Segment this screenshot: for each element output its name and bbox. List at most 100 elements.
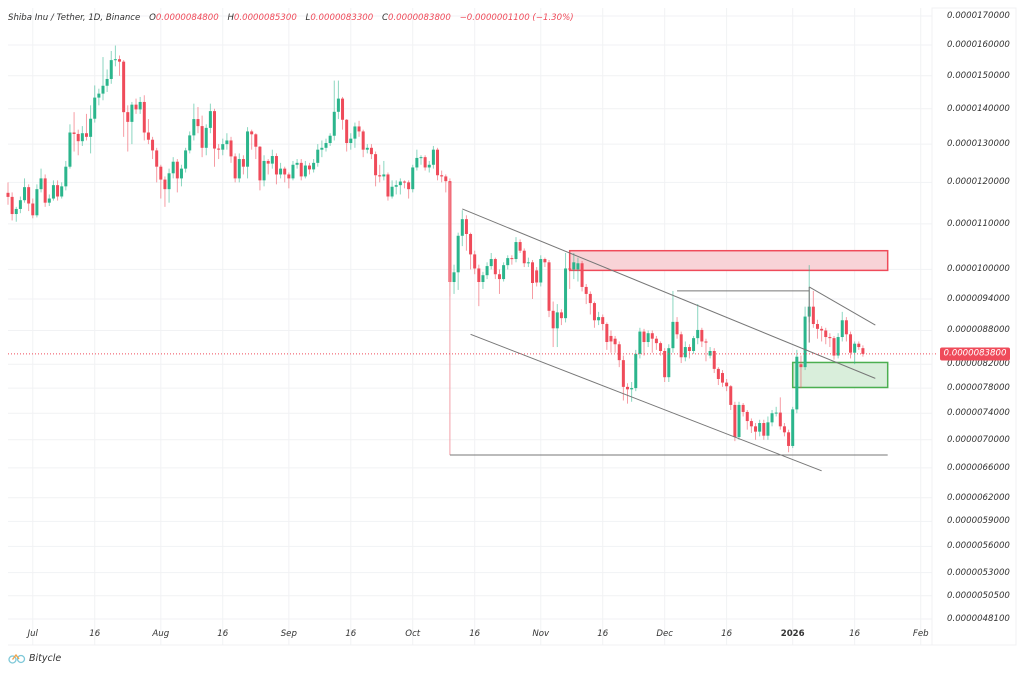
candle-body [671, 321, 675, 349]
time-tick-label: Feb [912, 629, 929, 639]
candle-body [654, 338, 658, 344]
candle [531, 259, 535, 299]
candle [76, 129, 80, 156]
candle-body [547, 262, 551, 311]
candle-body [576, 263, 580, 270]
candle-body [394, 185, 398, 187]
candle [617, 341, 621, 368]
candle [130, 101, 134, 145]
candle [411, 164, 415, 193]
candle [725, 378, 729, 392]
resistance-zone[interactable] [568, 249, 889, 272]
candle-body [76, 133, 80, 142]
time-tick-label: 16 [217, 629, 229, 639]
candle-body [287, 174, 291, 179]
candle-body [179, 168, 183, 179]
candle-body [692, 338, 696, 351]
candle [97, 88, 101, 106]
candle-body [188, 135, 192, 151]
candle-body [279, 168, 283, 175]
candle [188, 131, 192, 154]
candle-body [820, 328, 824, 331]
candle [477, 264, 481, 307]
candle-body [113, 59, 117, 61]
time-tick-label: Jul [27, 629, 38, 639]
candle [803, 306, 807, 371]
candle-body [646, 333, 650, 343]
candle-body [39, 178, 43, 190]
candle-body [118, 59, 122, 62]
candle [609, 330, 613, 353]
channel-upper-line[interactable] [462, 208, 876, 379]
price-tick-label: 0.0000150000 [947, 70, 1010, 81]
candle [419, 155, 423, 165]
channel-lower-line[interactable] [470, 333, 822, 472]
candle [621, 355, 625, 401]
price-tick-label: 0.0000120000 [947, 177, 1010, 188]
candle [787, 429, 791, 453]
candle [109, 50, 113, 84]
time-tick-label: Nov [532, 629, 550, 639]
drawing-lines [449, 182, 888, 472]
candle [217, 144, 221, 160]
candle-body [382, 174, 386, 177]
candle-body [299, 162, 303, 177]
candle-body [159, 166, 163, 180]
candle-body [192, 119, 196, 136]
candle-body [18, 200, 22, 209]
candle-body [221, 144, 225, 150]
candle [444, 174, 448, 193]
candle-body [489, 259, 493, 267]
candle [262, 155, 266, 187]
candle [167, 168, 171, 203]
candle [254, 133, 258, 160]
time-tick-label: 16 [89, 629, 101, 639]
price-tick-label: 0.0000130000 [947, 139, 1010, 150]
candle-body [291, 164, 295, 179]
candle-body [460, 219, 464, 236]
candle-body [791, 409, 795, 446]
candle [650, 330, 654, 353]
candle [279, 162, 283, 179]
time-tick-label: Oct [405, 629, 421, 639]
candle-body [497, 274, 501, 280]
candle-body [659, 343, 663, 351]
candle-body [741, 404, 745, 412]
candle [213, 108, 216, 167]
candle [791, 406, 795, 449]
candle-body [345, 119, 349, 144]
candle-body [758, 423, 762, 432]
candle [506, 255, 510, 270]
close-value: 0.0000083800 [387, 13, 451, 23]
candle-body [543, 259, 547, 263]
candle [229, 136, 233, 163]
candle-body [84, 133, 88, 137]
candle-body [60, 186, 64, 197]
candle [60, 182, 64, 199]
candle [646, 330, 650, 348]
candle [274, 153, 278, 185]
candle [555, 304, 559, 348]
candle-body [320, 147, 324, 150]
price-tick-label: 0.0000100000 [947, 264, 1010, 275]
candle-body [539, 259, 543, 283]
price-axis-frame[interactable] [931, 7, 1017, 646]
candle [43, 174, 47, 207]
candle [266, 159, 270, 175]
price-tick-label: 0.0000070000 [947, 434, 1010, 445]
candle-body [712, 350, 716, 369]
candle-body [374, 154, 378, 176]
candle-body [336, 98, 340, 112]
support-zone[interactable] [791, 361, 889, 389]
drawing-zones [568, 249, 889, 389]
grid [8, 8, 932, 645]
candle-body [840, 320, 844, 338]
candle-body [369, 147, 373, 155]
candle-body [398, 181, 402, 186]
candle [543, 257, 547, 268]
candle [84, 113, 88, 141]
flag-upper-line[interactable] [808, 286, 876, 326]
candle-body [283, 168, 287, 175]
candle [464, 215, 468, 251]
